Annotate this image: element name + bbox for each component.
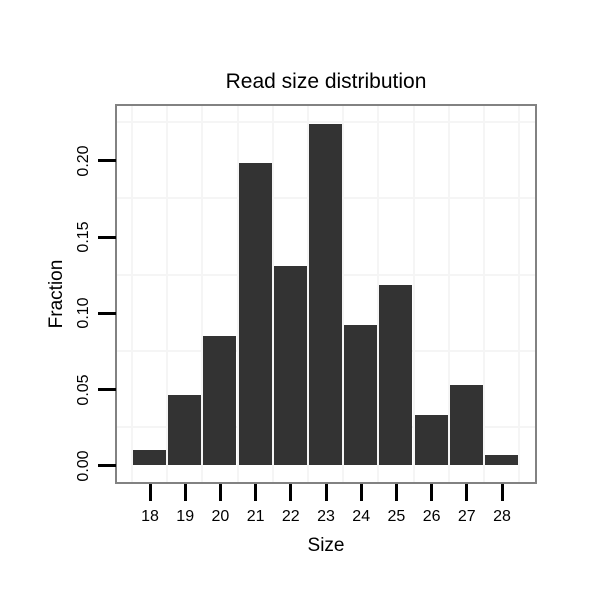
x-tick-label: 24 [352,508,371,525]
minor-gridline-vertical [342,106,345,482]
y-tick [98,388,116,392]
y-axis-title: Fraction [46,259,67,329]
x-tick [183,484,187,501]
x-tick [359,484,363,501]
bar-18 [133,450,166,466]
x-tick-label: 23 [317,508,335,525]
minor-gridline-vertical [377,106,380,482]
y-tick-label: 0.20 [75,145,92,177]
y-tick-label: 0.05 [75,374,92,406]
x-tick [148,484,152,501]
x-tick [430,484,434,501]
x-tick-label: 25 [387,508,406,525]
chart-title: Read size distribution [225,70,427,93]
minor-gridline-horizontal [117,121,535,124]
x-tick [465,484,469,501]
y-tick [98,464,116,468]
minor-gridline-vertical [271,106,274,482]
x-tick [394,484,398,501]
y-tick [98,159,116,163]
bar-19 [168,395,202,466]
plot-panel [115,104,537,484]
minor-gridline-vertical [412,106,415,482]
x-tick-label: 28 [493,508,511,525]
x-axis-title: Size [307,535,345,556]
x-tick [254,484,258,501]
minor-gridline-vertical [518,106,521,482]
minor-gridline-vertical [236,106,239,482]
x-tick-label: 20 [211,508,230,525]
x-tick-label: 27 [457,508,476,525]
bar-21 [238,163,272,466]
y-tick-label: 0.00 [75,450,92,482]
y-tick-label: 0.15 [75,221,92,253]
x-tick-label: 26 [422,508,441,525]
minor-gridline-vertical [447,106,450,482]
bar-25 [379,285,413,466]
bar-24 [344,325,378,466]
bar-27 [449,384,483,466]
y-tick [98,311,116,315]
x-tick [289,484,293,501]
x-tick-label: 22 [281,508,300,525]
minor-gridline-vertical [166,106,169,482]
bar-20 [203,335,237,466]
minor-gridline-vertical [306,106,309,482]
x-tick-label: 21 [246,508,265,525]
bar-26 [414,415,448,466]
x-tick [324,484,328,501]
x-tick [218,484,222,501]
minor-gridline-vertical [201,106,204,482]
bar-23 [309,123,342,466]
x-tick-label: 18 [141,508,159,525]
bar-28 [485,454,518,466]
y-tick-label: 0.10 [75,297,92,329]
x-tick-label: 19 [176,508,195,525]
x-tick [500,484,504,501]
minor-gridline-vertical [482,106,485,482]
bar-22 [273,265,307,466]
y-tick [98,235,116,239]
minor-gridline-vertical [130,106,133,482]
